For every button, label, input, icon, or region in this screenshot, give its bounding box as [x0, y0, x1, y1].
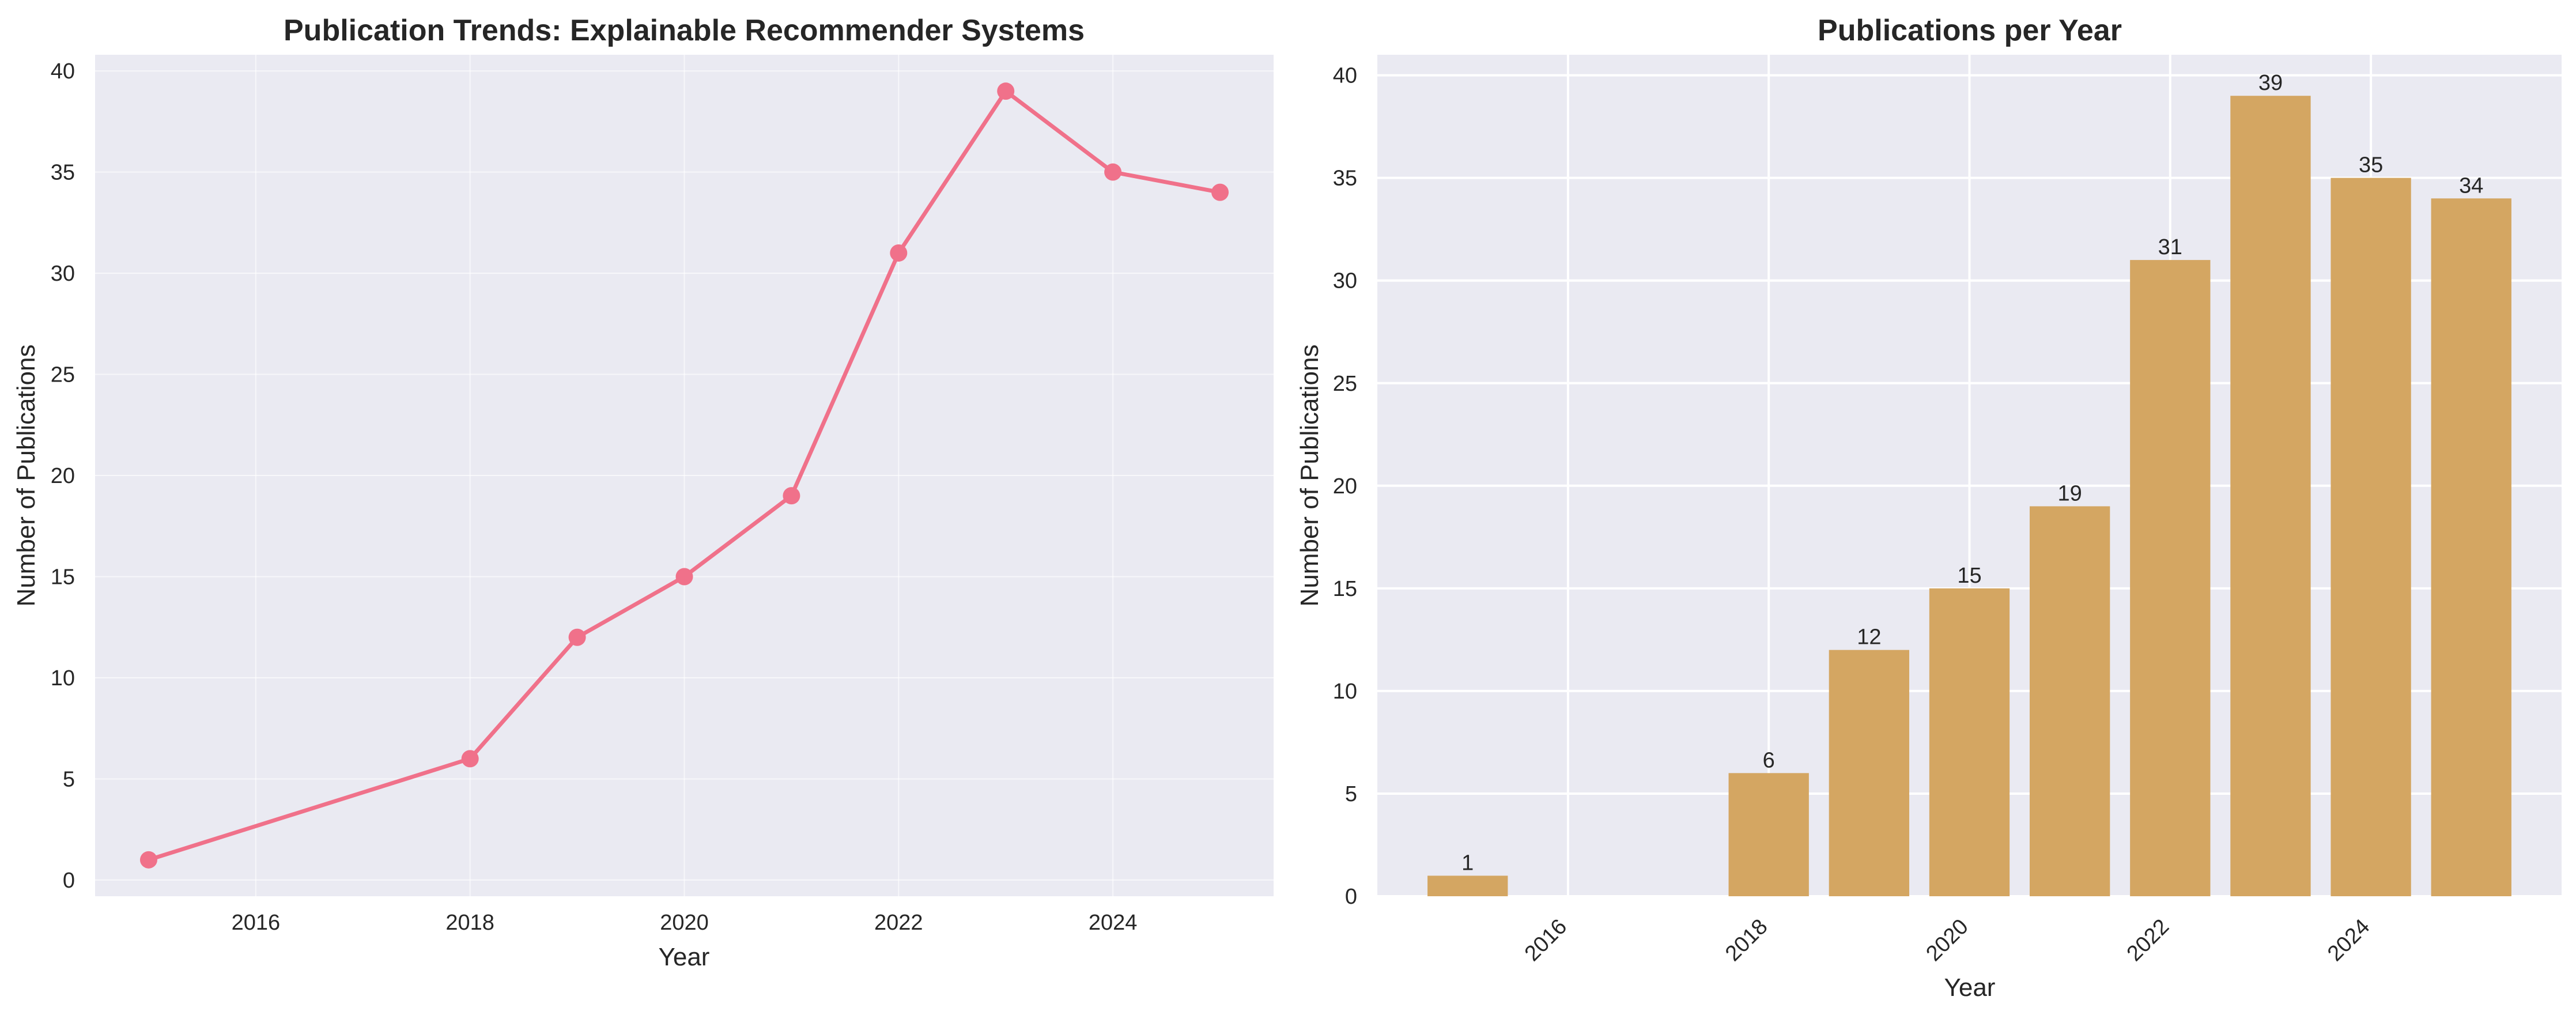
bar-chart-data-label: 15 — [1957, 564, 1981, 588]
line-chart-x-axis-label: Year — [659, 943, 710, 971]
bar-chart-data-label: 35 — [2359, 153, 2383, 178]
bar-chart-bar — [1829, 650, 1910, 896]
line-chart-y-ticks: 0 5 10 15 20 25 30 35 40 — [51, 59, 75, 893]
line-chart-point — [997, 82, 1015, 100]
bar-chart-bar — [2230, 96, 2311, 897]
bar-chart-y-tick-label: 40 — [1333, 64, 1357, 88]
line-chart-grid — [95, 55, 1274, 896]
bar-chart-y-tick-label: 5 — [1345, 782, 1357, 806]
bar-chart-bar — [2331, 178, 2411, 896]
line-chart-x-ticks: 2016 2018 2020 2022 2024 — [232, 911, 1138, 935]
bar-chart-y-tick-label: 15 — [1333, 577, 1357, 601]
bar-chart-bar — [1728, 773, 1809, 896]
line-chart-point — [139, 851, 157, 869]
line-chart-point — [783, 487, 800, 505]
line-chart-point — [568, 628, 586, 646]
bar-chart-data-label: 12 — [1857, 625, 1881, 650]
bar-chart-y-tick-label: 20 — [1333, 474, 1357, 499]
line-chart-x-tick-label: 2016 — [232, 911, 281, 935]
line-chart-title: Publication Trends: Explainable Recommen… — [284, 14, 1085, 47]
bar-chart-data-label: 19 — [2058, 481, 2082, 505]
bar-chart-bar — [2029, 506, 2110, 896]
line-chart-y-axis-label: Number of Publications — [12, 345, 40, 607]
line-chart-x-tick-label: 2020 — [660, 911, 709, 935]
bar-chart-bar — [2431, 198, 2511, 896]
line-chart-x-tick-label: 2018 — [445, 911, 494, 935]
line-chart-y-tick-label: 0 — [63, 869, 75, 893]
bar-chart-data-labels: 1 6 12 15 19 31 39 35 34 — [1461, 71, 2483, 875]
bar-chart-data-label: 39 — [2258, 71, 2283, 95]
line-chart-y-tick-label: 35 — [51, 161, 75, 185]
bar-chart-bar — [2130, 260, 2211, 897]
line-chart-y-tick-label: 20 — [51, 464, 75, 488]
line-chart-y-tick-label: 40 — [51, 59, 75, 84]
line-chart-y-tick-label: 10 — [51, 666, 75, 690]
bar-chart-y-tick-label: 35 — [1333, 167, 1357, 191]
line-chart-y-tick-label: 25 — [51, 363, 75, 387]
bar-chart-data-label: 34 — [2459, 173, 2483, 198]
line-chart-point — [461, 750, 479, 768]
bar-chart-y-ticks: 0 5 10 15 20 25 30 35 40 — [1333, 64, 1357, 909]
bar-chart-y-tick-label: 25 — [1333, 372, 1357, 396]
bar-chart-title: Publications per Year — [1818, 14, 2122, 47]
bar-chart-y-tick-label: 10 — [1333, 680, 1357, 704]
line-chart-y-tick-label: 5 — [63, 767, 75, 791]
bar-chart-bars — [1427, 96, 2511, 897]
line-chart-panel: Publication Trends: Explainable Recommen… — [12, 14, 1274, 971]
line-chart-series — [139, 82, 1229, 869]
line-chart-point — [890, 244, 908, 262]
bar-chart-y-tick-label: 30 — [1333, 269, 1357, 293]
bar-chart-x-axis-label: Year — [1944, 973, 1996, 1002]
bar-chart-data-label: 6 — [1763, 748, 1775, 772]
line-chart-point — [1104, 163, 1122, 181]
bar-chart-y-tick-label: 0 — [1345, 885, 1357, 909]
line-chart-point — [675, 568, 693, 586]
line-chart-y-tick-label: 30 — [51, 262, 75, 286]
bar-chart-data-label: 31 — [2158, 235, 2182, 259]
line-chart-point — [1211, 183, 1229, 201]
line-chart-x-tick-label: 2024 — [1089, 911, 1138, 935]
bar-chart-y-axis-label: Number of Publications — [1295, 345, 1324, 607]
bar-chart-panel: Publications per Year 0 5 10 15 20 25 30 35 40 2… — [1295, 14, 2562, 1002]
line-chart-y-tick-label: 15 — [51, 565, 75, 589]
line-chart-x-tick-label: 2022 — [874, 911, 923, 935]
bar-chart-bar — [1929, 588, 2010, 896]
bar-chart-data-label: 1 — [1461, 851, 1474, 875]
bar-chart-bar — [1427, 875, 1508, 896]
